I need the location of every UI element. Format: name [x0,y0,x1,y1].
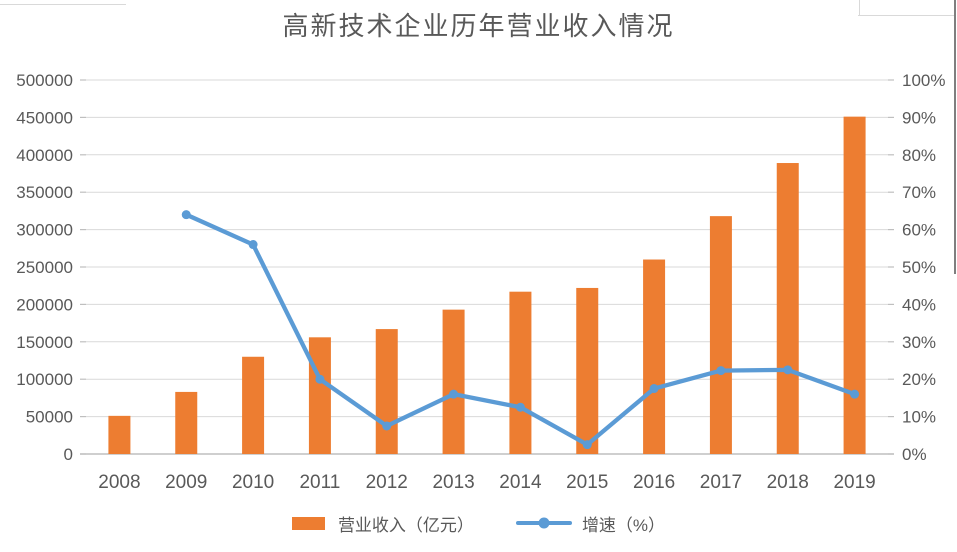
growth-marker [382,421,392,431]
legend-revenue-label: 营业收入（亿元） [337,515,474,535]
legend: 营业收入（亿元） 增速（%） [0,507,957,539]
chart-title: 高新技术企业历年营业收入情况 [282,12,675,42]
growth-marker [850,389,860,399]
worksheet-gridline-artifact [0,4,126,5]
y-axis-label-left: 150000 [16,333,73,352]
x-axis-label: 2016 [633,472,675,493]
y-axis-label-left: 100000 [16,370,73,389]
growth-marker [449,389,459,399]
x-axis-label: 2017 [700,472,742,493]
y-axis-label-right: 70% [902,183,936,202]
y-axis-label-left: 500000 [16,71,73,90]
y-axis-label-right: 50% [902,258,936,277]
growth-marker [181,210,191,220]
x-axis-label: 2012 [366,472,408,493]
worksheet-gridline-artifact [858,15,954,16]
revenue-bar [509,291,532,454]
x-axis-label: 2019 [833,472,875,493]
revenue-bar [776,163,799,454]
y-axis-label-left: 300000 [16,221,73,240]
legend-revenue-swatch [291,516,325,530]
x-axis-label: 2018 [767,472,809,493]
revenue-bar [375,329,398,454]
table-border-artifact [954,0,956,274]
y-axis-label-right: 0% [902,445,927,464]
revenue-bar [643,259,666,454]
revenue-bar [843,116,866,454]
x-axis-label: 2008 [98,472,140,493]
revenue-bar [709,216,732,454]
revenue-bar [242,356,265,454]
x-axis-label: 2015 [566,472,608,493]
y-axis-label-left: 250000 [16,258,73,277]
y-axis-label-right: 80% [902,146,936,165]
growth-marker [515,402,525,412]
x-axis-label: 2011 [299,472,340,493]
y-axis-label-left: 50000 [26,408,73,427]
legend-growth-marker [538,517,550,529]
growth-marker [248,240,258,250]
y-axis-label-right: 10% [902,408,936,427]
revenue-bar [175,391,198,454]
y-axis-label-left: 400000 [16,146,73,165]
y-axis-label-left: 450000 [16,108,73,127]
revenue-bar [442,309,465,454]
revenue-bar [108,415,131,454]
y-axis-label-right: 30% [902,333,936,352]
legend-growth-label: 增速（%） [581,515,666,535]
legend-growth-line [515,517,572,529]
y-axis-label-left: 200000 [16,295,73,314]
growth-marker [315,374,325,384]
y-axis-label-right: 60% [902,221,936,240]
x-axis-label: 2014 [499,472,542,493]
y-axis-label-left: 350000 [16,183,73,202]
y-axis-label-right: 100% [902,71,945,90]
revenue-bar [576,287,599,454]
x-axis-label: 2013 [432,472,474,493]
y-axis-label-right: 40% [902,295,936,314]
x-axis-label: 2010 [232,472,274,493]
growth-marker [649,384,659,394]
growth-marker [716,366,726,376]
worksheet-gridline-artifact [859,0,860,15]
growth-marker [783,365,793,375]
x-axis-label: 2009 [165,472,207,493]
revenue-bar [308,337,331,454]
y-axis-label-right: 90% [902,108,936,127]
y-axis-label-left: 0 [64,445,73,464]
y-axis-label-right: 20% [902,370,936,389]
growth-marker [582,440,592,450]
